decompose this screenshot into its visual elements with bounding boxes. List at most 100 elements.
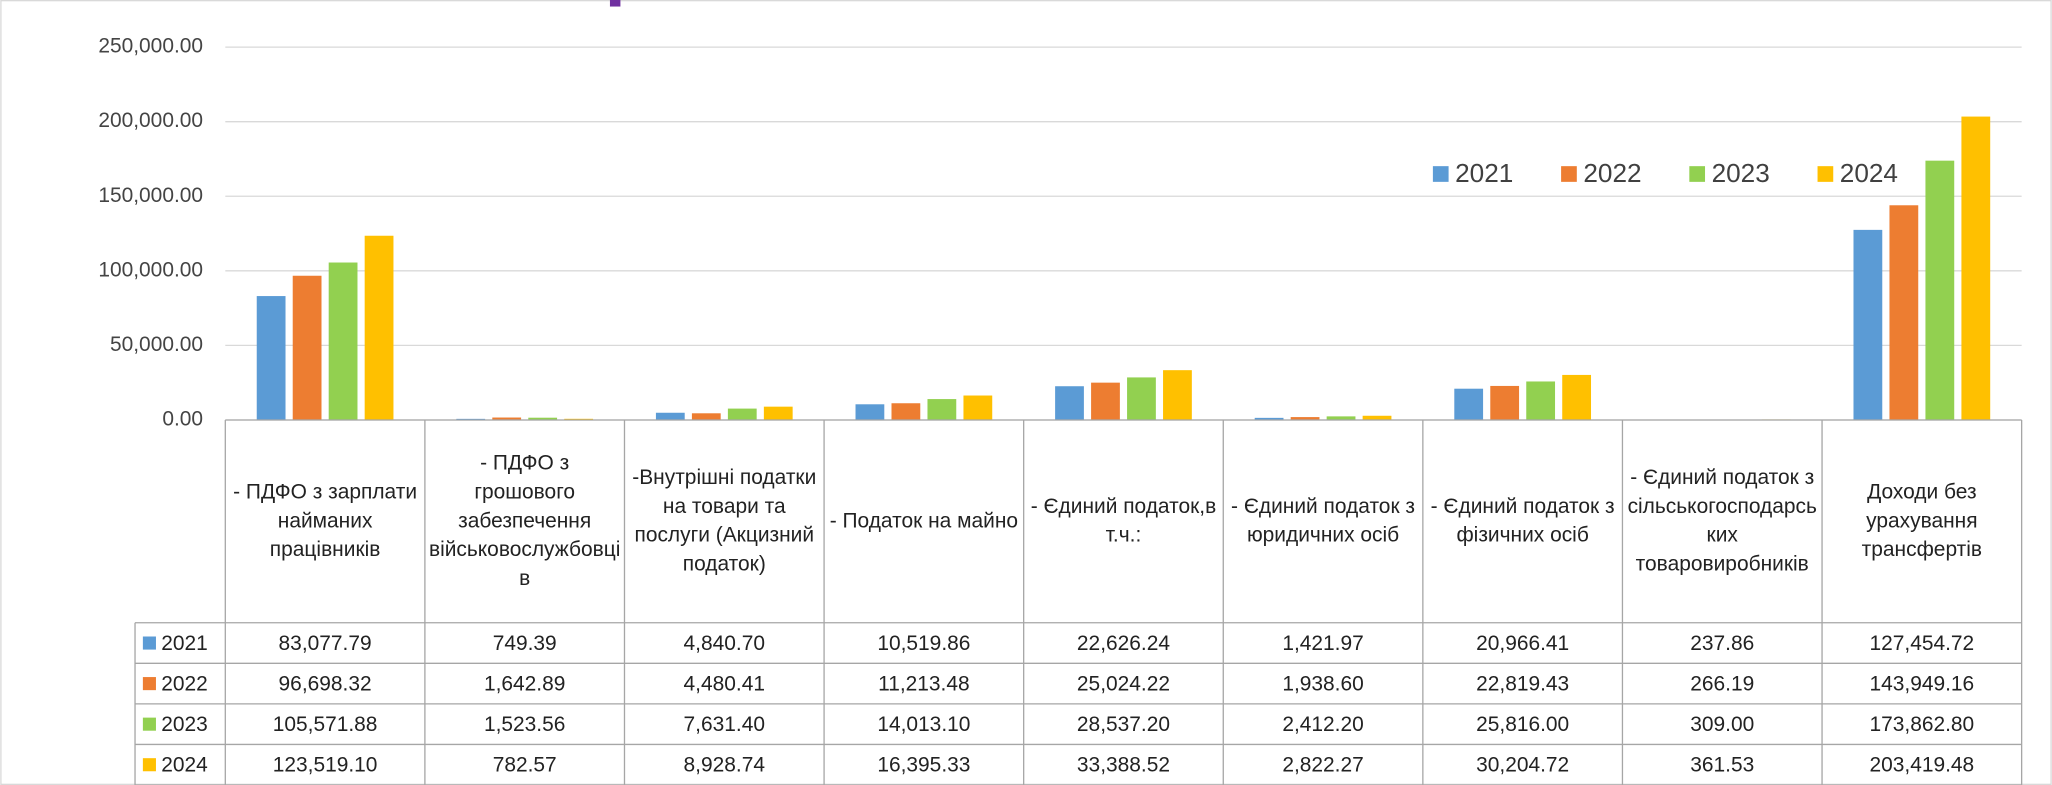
table-value: 2,412.20 <box>1282 713 1363 736</box>
x-tick-label: Доходи без урахування трансфертів <box>1861 480 1982 561</box>
legend-key <box>1432 166 1449 182</box>
table-row-label: 2024 <box>161 754 208 777</box>
x-tick-label: - Єдиний податок з сільськогосподарських… <box>1627 466 1817 576</box>
x-tick-label: -Внутрішні податки на товари та послуги … <box>632 466 817 576</box>
table-legend-key <box>142 717 156 731</box>
bar <box>891 403 921 420</box>
table-value: 25,816.00 <box>1476 713 1569 736</box>
x-tick-label: - Єдиний податок з юридичних осіб <box>1231 495 1416 547</box>
bar <box>727 408 757 420</box>
bar <box>1127 377 1156 420</box>
category-cell: Доходи без урахування трансфертів <box>1861 480 1982 561</box>
bar <box>1290 417 1320 420</box>
bar <box>1889 205 1919 420</box>
table-value: 83,077.79 <box>279 632 372 655</box>
table-value: 749.39 <box>493 632 557 655</box>
bar <box>1362 415 1392 420</box>
table-value: 2,822.27 <box>1282 754 1363 777</box>
table-legend-key <box>142 758 156 772</box>
legend-label: 2022 <box>1583 158 1641 188</box>
table-value: 203,419.48 <box>1869 754 1974 777</box>
bar <box>528 417 558 420</box>
bar <box>763 406 793 420</box>
category-cell: - Єдиний податок,в т.ч.: <box>1030 495 1217 547</box>
table-value: 7,631.40 <box>684 713 765 736</box>
bar <box>927 399 957 420</box>
table-value: 4,840.70 <box>684 632 765 655</box>
bar <box>1526 381 1556 420</box>
bar <box>1925 160 1955 420</box>
legend-key <box>1689 166 1706 182</box>
legend-label: 2023 <box>1712 158 1770 188</box>
table-value: 33,388.52 <box>1077 754 1170 777</box>
table-value: 309.00 <box>1690 713 1754 736</box>
x-tick-label: - Єдиний податок,в т.ч.: <box>1030 495 1217 547</box>
x-tick-label: - Єдиний податок з фізичних осіб <box>1430 495 1615 547</box>
bar <box>1853 229 1883 420</box>
table-row-label: 2021 <box>161 632 208 655</box>
y-tick-label: 0.00 <box>162 408 203 431</box>
table-value: 173,862.80 <box>1869 713 1974 736</box>
table-value: 123,519.10 <box>273 754 378 777</box>
table-value: 127,454.72 <box>1869 632 1974 655</box>
category-cell: - ПДФО з грошового забезпечення військов… <box>428 452 621 590</box>
y-tick-label: 200,000.00 <box>98 109 203 132</box>
table-value: 105,571.88 <box>273 713 378 736</box>
table-value: 96,698.32 <box>279 672 372 695</box>
table-value: 11,213.48 <box>878 672 970 695</box>
bar <box>364 235 394 420</box>
bar <box>1254 417 1284 420</box>
bar <box>1091 382 1120 420</box>
table-value: 20,966.41 <box>1476 632 1569 655</box>
x-tick-label: - Податок на майно <box>829 509 1019 532</box>
cropped-title-fragment <box>609 0 621 7</box>
bar <box>1562 374 1592 420</box>
bar <box>1326 416 1356 420</box>
table-value: 1,938.60 <box>1282 672 1363 695</box>
bar <box>292 275 322 420</box>
table-value: 237.86 <box>1690 632 1754 655</box>
bar <box>655 412 685 420</box>
category-cell: - ПДФО з зарплати найманих працівників <box>233 480 418 561</box>
bar <box>256 296 286 420</box>
bar <box>1490 385 1520 420</box>
table-value: 25,024.22 <box>1077 672 1170 695</box>
table-value: 8,928.74 <box>684 754 766 777</box>
category-cell: - Єдиний податок з фізичних осіб <box>1430 495 1615 547</box>
table-value: 1,642.89 <box>484 672 565 695</box>
bar <box>1961 116 1991 420</box>
table-value: 361.53 <box>1690 754 1754 777</box>
table-value: 143,949.16 <box>1869 672 1974 695</box>
category-cell: - Єдиний податок з сільськогосподарських… <box>1627 466 1817 576</box>
table-value: 1,523.56 <box>484 713 565 736</box>
x-tick-label: - ПДФО з грошового забезпечення військов… <box>428 452 621 590</box>
table-value: 30,204.72 <box>1476 754 1569 777</box>
bar <box>1055 386 1084 420</box>
legend-key <box>1817 166 1834 182</box>
table-value: 28,537.20 <box>1077 713 1170 736</box>
category-cell: -Внутрішні податки на товари та послуги … <box>632 466 817 576</box>
bar <box>855 404 885 420</box>
bar <box>1454 388 1484 420</box>
bar <box>963 395 993 420</box>
legend-label: 2024 <box>1840 158 1898 188</box>
table-row-label: 2022 <box>161 672 208 695</box>
x-tick-label: - ПДФО з зарплати найманих працівників <box>233 480 418 561</box>
legend-key <box>1561 166 1577 182</box>
table-value: 4,480.41 <box>684 672 765 695</box>
y-tick-label: 100,000.00 <box>98 258 203 281</box>
table-row-label: 2023 <box>161 713 208 736</box>
bar <box>328 262 358 420</box>
table-value: 1,421.97 <box>1282 632 1363 655</box>
y-tick-label: 150,000.00 <box>98 184 203 207</box>
table-value: 10,519.86 <box>877 632 970 655</box>
bar <box>691 413 721 420</box>
table-value: 266.19 <box>1690 672 1754 695</box>
bar <box>492 417 522 420</box>
bar <box>1163 370 1192 420</box>
category-cell: - Єдиний податок з юридичних осіб <box>1231 495 1416 547</box>
y-tick-label: 50,000.00 <box>110 333 203 356</box>
y-tick-label: 250,000.00 <box>98 35 203 58</box>
table-value: 782.57 <box>493 754 557 777</box>
